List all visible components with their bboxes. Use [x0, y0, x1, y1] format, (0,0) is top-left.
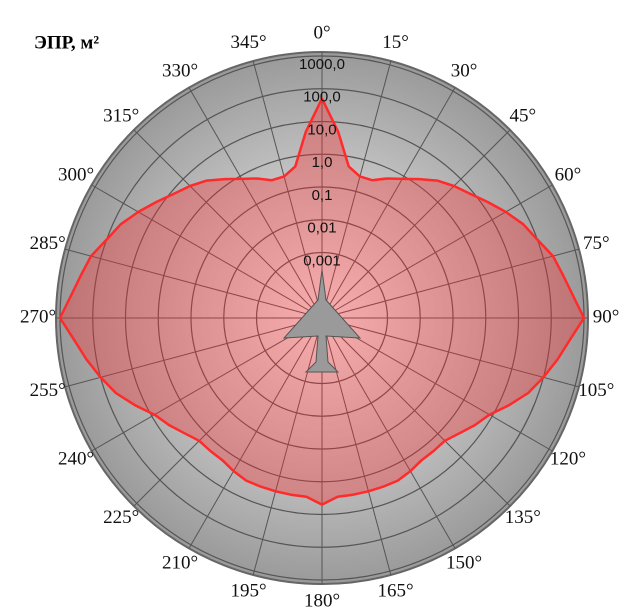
- angle-tick-label: 300°: [58, 164, 94, 185]
- angle-tick-label: 75°: [583, 233, 610, 254]
- r-tick-label: 0,1: [312, 187, 333, 204]
- angle-tick-label: 240°: [58, 448, 94, 469]
- angle-tick-label: 195°: [230, 581, 266, 602]
- angle-tick-label: 150°: [446, 552, 482, 573]
- r-tick-label: 1000,0: [299, 56, 345, 73]
- r-tick-label: 0,001: [303, 252, 341, 269]
- angle-tick-label: 270°: [20, 306, 56, 327]
- chart: 0,001 0,01 0,1 1,0 10,0 100,0 1000,0 0° 15° 30° 45…: [0, 0, 631, 608]
- chart-title: ЭПР, м²: [34, 32, 99, 53]
- angle-tick-label: 45°: [510, 106, 537, 127]
- angle-tick-label: 225°: [103, 507, 139, 528]
- angle-tick-label: 255°: [30, 380, 66, 401]
- angle-tick-label: 105°: [578, 380, 614, 401]
- r-tick-label: 100,0: [303, 89, 341, 106]
- angle-tick-label: 60°: [555, 164, 582, 185]
- angle-tick-label: 165°: [377, 581, 413, 602]
- angle-tick-label: 120°: [550, 448, 586, 469]
- angle-tick-label: 135°: [505, 507, 541, 528]
- angle-tick-label: 210°: [162, 552, 198, 573]
- angle-tick-label: 345°: [230, 32, 266, 53]
- angle-tick-label: 285°: [30, 233, 66, 254]
- angle-tick-label: 30°: [451, 60, 478, 81]
- angle-tick-label: 330°: [162, 60, 198, 81]
- angle-tick-label: 180°: [304, 590, 340, 608]
- r-tick-label: 10,0: [307, 121, 336, 138]
- angle-tick-label: 0°: [313, 22, 330, 43]
- r-tick-label: 1,0: [312, 154, 333, 171]
- angle-tick-label: 315°: [103, 106, 139, 127]
- r-tick-label: 0,01: [307, 220, 336, 237]
- angle-tick-label: 90°: [593, 306, 620, 327]
- angle-tick-label: 15°: [382, 32, 409, 53]
